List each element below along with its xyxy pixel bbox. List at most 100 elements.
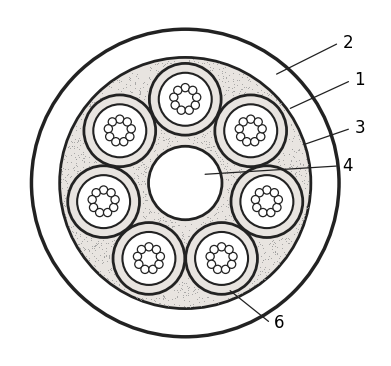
Point [137, 89, 143, 95]
Point [160, 137, 167, 142]
Point [279, 241, 285, 247]
Point [260, 276, 267, 282]
Point [99, 260, 106, 266]
Point [191, 284, 197, 290]
Point [137, 90, 143, 96]
Point [86, 159, 92, 165]
Point [127, 75, 133, 81]
Point [65, 171, 72, 177]
Point [172, 295, 178, 300]
Point [66, 223, 72, 229]
Circle shape [106, 132, 114, 141]
Point [146, 206, 152, 212]
Point [261, 266, 267, 272]
Point [293, 225, 300, 231]
Point [233, 292, 240, 298]
Circle shape [104, 209, 112, 217]
Point [208, 144, 214, 150]
Point [204, 144, 211, 150]
Point [212, 210, 218, 216]
Point [135, 175, 141, 181]
Point [151, 148, 157, 154]
Point [177, 287, 183, 293]
Circle shape [186, 223, 257, 294]
Point [106, 253, 112, 259]
Point [292, 171, 298, 177]
Circle shape [126, 132, 134, 141]
Point [140, 171, 147, 177]
Point [126, 76, 132, 82]
Point [81, 155, 87, 161]
Circle shape [259, 209, 267, 217]
Point [97, 252, 104, 258]
Circle shape [258, 125, 266, 133]
Point [61, 166, 68, 172]
Point [160, 134, 166, 139]
Point [230, 170, 237, 176]
Point [220, 65, 226, 71]
Point [131, 171, 137, 176]
Point [141, 79, 147, 85]
Point [280, 157, 286, 163]
Point [215, 299, 222, 305]
Point [175, 289, 181, 295]
Circle shape [224, 104, 277, 157]
Point [300, 162, 306, 168]
Circle shape [127, 125, 135, 133]
Point [67, 145, 73, 151]
Point [165, 136, 171, 142]
Point [299, 215, 305, 221]
Point [155, 134, 161, 139]
Point [276, 100, 282, 106]
Point [103, 253, 109, 259]
Point [137, 92, 143, 97]
Circle shape [210, 246, 218, 254]
Point [99, 246, 105, 252]
Point [58, 185, 65, 191]
Point [72, 232, 78, 238]
Point [141, 178, 147, 184]
Point [80, 156, 86, 161]
Point [186, 298, 192, 304]
Point [225, 201, 231, 207]
Point [289, 146, 295, 152]
Point [174, 294, 180, 300]
Point [155, 216, 161, 222]
Point [68, 229, 74, 235]
Point [201, 138, 207, 144]
Point [251, 279, 257, 284]
Point [65, 144, 72, 150]
Point [106, 255, 112, 261]
Point [240, 90, 247, 96]
Point [256, 264, 263, 270]
Point [198, 295, 204, 301]
Point [174, 293, 180, 299]
Point [236, 167, 242, 172]
Circle shape [191, 101, 199, 109]
Point [165, 222, 171, 228]
Point [222, 163, 228, 168]
Point [141, 168, 147, 174]
Point [169, 224, 175, 229]
Point [220, 83, 226, 89]
Point [151, 216, 158, 222]
Point [183, 280, 189, 286]
Point [142, 205, 148, 211]
Point [103, 252, 109, 258]
Point [75, 137, 81, 142]
Point [229, 294, 235, 300]
Point [136, 180, 142, 186]
Point [72, 136, 78, 142]
Point [160, 296, 166, 302]
Point [86, 255, 93, 261]
Point [226, 185, 232, 191]
Point [299, 141, 305, 146]
Point [161, 294, 167, 300]
Point [276, 158, 282, 164]
Point [194, 289, 200, 295]
Point [188, 221, 194, 227]
Point [191, 135, 197, 141]
Text: 2: 2 [342, 34, 353, 52]
Point [215, 72, 221, 78]
Point [287, 165, 293, 171]
